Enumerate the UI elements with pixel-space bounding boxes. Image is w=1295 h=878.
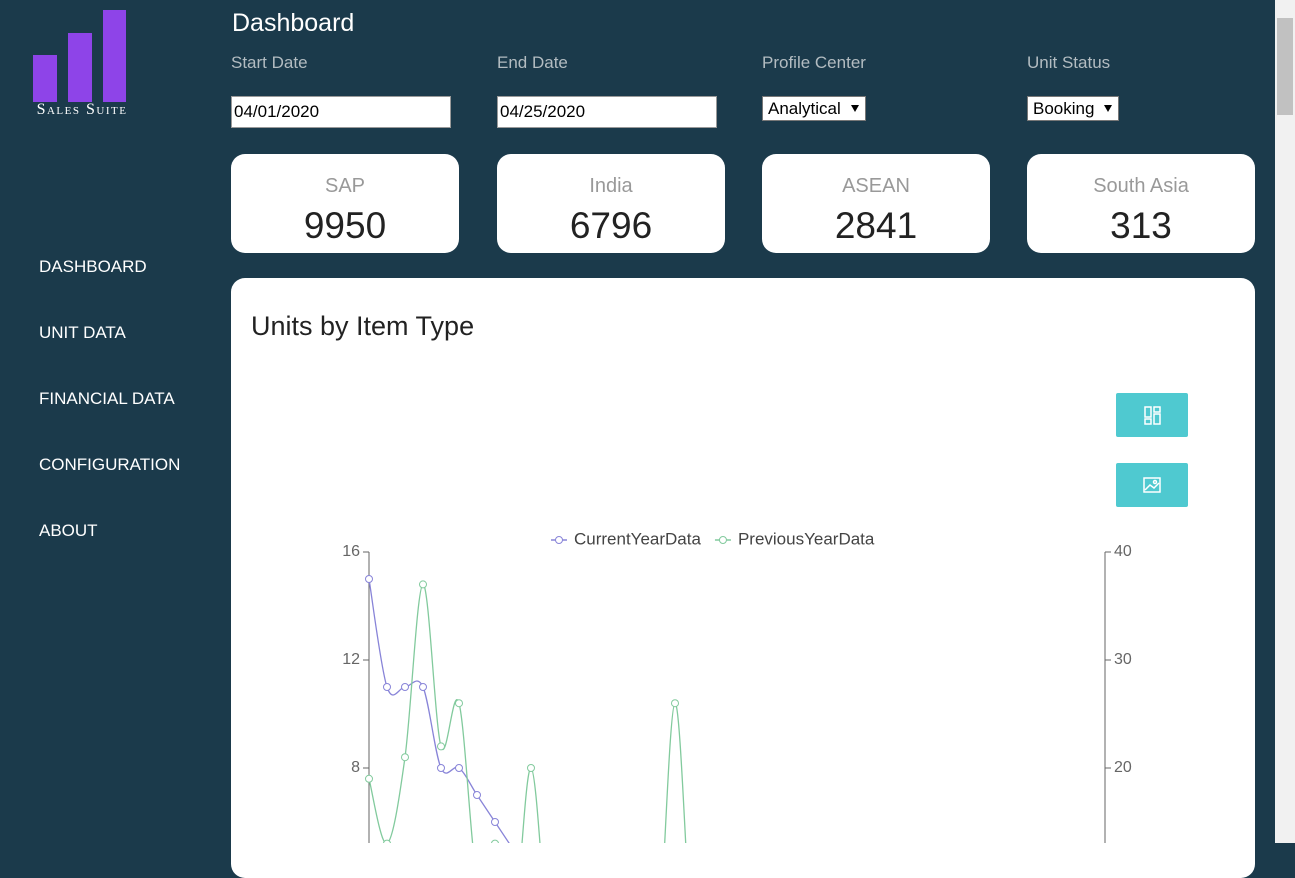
filter-label: Start Date: [231, 53, 308, 72]
image-button[interactable]: [1116, 463, 1188, 507]
y2-tick-label: 30: [1114, 651, 1132, 668]
data-point: [365, 774, 373, 783]
nav-item[interactable]: FINANCIAL DATA: [39, 389, 175, 408]
filter-label: End Date: [497, 53, 568, 72]
y2-tick-label: 20: [1114, 759, 1132, 776]
y2-tick-label: 40: [1114, 543, 1132, 560]
data-point: [437, 764, 445, 772]
kpi-value: 313: [1110, 205, 1172, 246]
data-point: [455, 764, 463, 772]
y-tick-label: 16: [342, 543, 360, 560]
y-tick-label: 12: [342, 651, 360, 668]
filter-input[interactable]: 04/25/2020: [497, 96, 717, 128]
kpi-label: India: [589, 175, 633, 197]
kpi-value: 2841: [834, 205, 918, 246]
data-point: [437, 742, 445, 751]
data-point: [419, 683, 427, 691]
legend-label: CurrentYearData: [574, 529, 701, 548]
data-point: [383, 683, 391, 691]
series-line: [368, 583, 687, 843]
image-icon: [1143, 477, 1161, 493]
data-point: [383, 839, 391, 843]
layout-button[interactable]: [1116, 393, 1188, 437]
data-point: [491, 839, 499, 843]
kpi-label: South Asia: [1093, 175, 1189, 197]
kpi-value: 6796: [569, 205, 653, 246]
logo-bar: [103, 10, 126, 102]
filter-input[interactable]: 04/01/2020: [231, 96, 451, 128]
data-point: [365, 575, 373, 583]
kpi-label: SAP: [324, 175, 366, 197]
logo-bar: [68, 33, 92, 102]
data-point: [527, 764, 535, 772]
y-tick-label: 8: [351, 759, 360, 776]
layout-icon: [1144, 406, 1161, 425]
data-point: [401, 753, 409, 762]
filter-label: Profile Center: [762, 53, 866, 72]
chart-title: Units by Item Type: [251, 311, 475, 341]
nav-item[interactable]: ABOUT: [39, 521, 98, 540]
logo-text: Sales Suite: [36, 101, 128, 118]
legend-swatch-dot: [555, 536, 563, 544]
data-point: [401, 683, 409, 691]
kpi-value: 9950: [303, 205, 387, 246]
data-point: [473, 791, 481, 799]
filter-label: Unit Status: [1027, 53, 1111, 72]
nav-item[interactable]: DASHBOARD: [39, 257, 147, 276]
chart: 8 12 16 20 30 40 CurrentYearData PreviousYearDa…: [342, 529, 1132, 843]
legend-swatch-dot: [718, 536, 727, 544]
filter-select[interactable]: Analytical: [762, 96, 866, 121]
kpi-card: ASEAN 2841: [762, 154, 990, 253]
data-point: [671, 699, 679, 708]
logo-bar: [33, 55, 57, 102]
scrollbar-thumb[interactable]: [1277, 18, 1293, 115]
kpi-card: SAP 9950: [231, 154, 459, 253]
kpi-card: India 6796: [497, 154, 725, 253]
kpi-label: ASEAN: [842, 175, 910, 197]
data-point: [491, 818, 499, 826]
series-line: [368, 578, 510, 843]
page-title: Dashboard: [232, 9, 355, 37]
nav-item[interactable]: UNIT DATA: [39, 323, 126, 342]
nav-item[interactable]: CONFIGURATION: [39, 455, 181, 474]
scrollbar[interactable]: [1275, 0, 1295, 843]
app: Sales Suite DASHBOARD UNIT DATA FINANCIAL …: [33, 0, 1295, 878]
data-point: [419, 580, 427, 589]
data-point: [455, 699, 463, 708]
legend-label: PreviousYearData: [738, 529, 875, 548]
kpi-card: South Asia 313: [1027, 154, 1255, 253]
filter-select[interactable]: Booking: [1027, 96, 1120, 121]
